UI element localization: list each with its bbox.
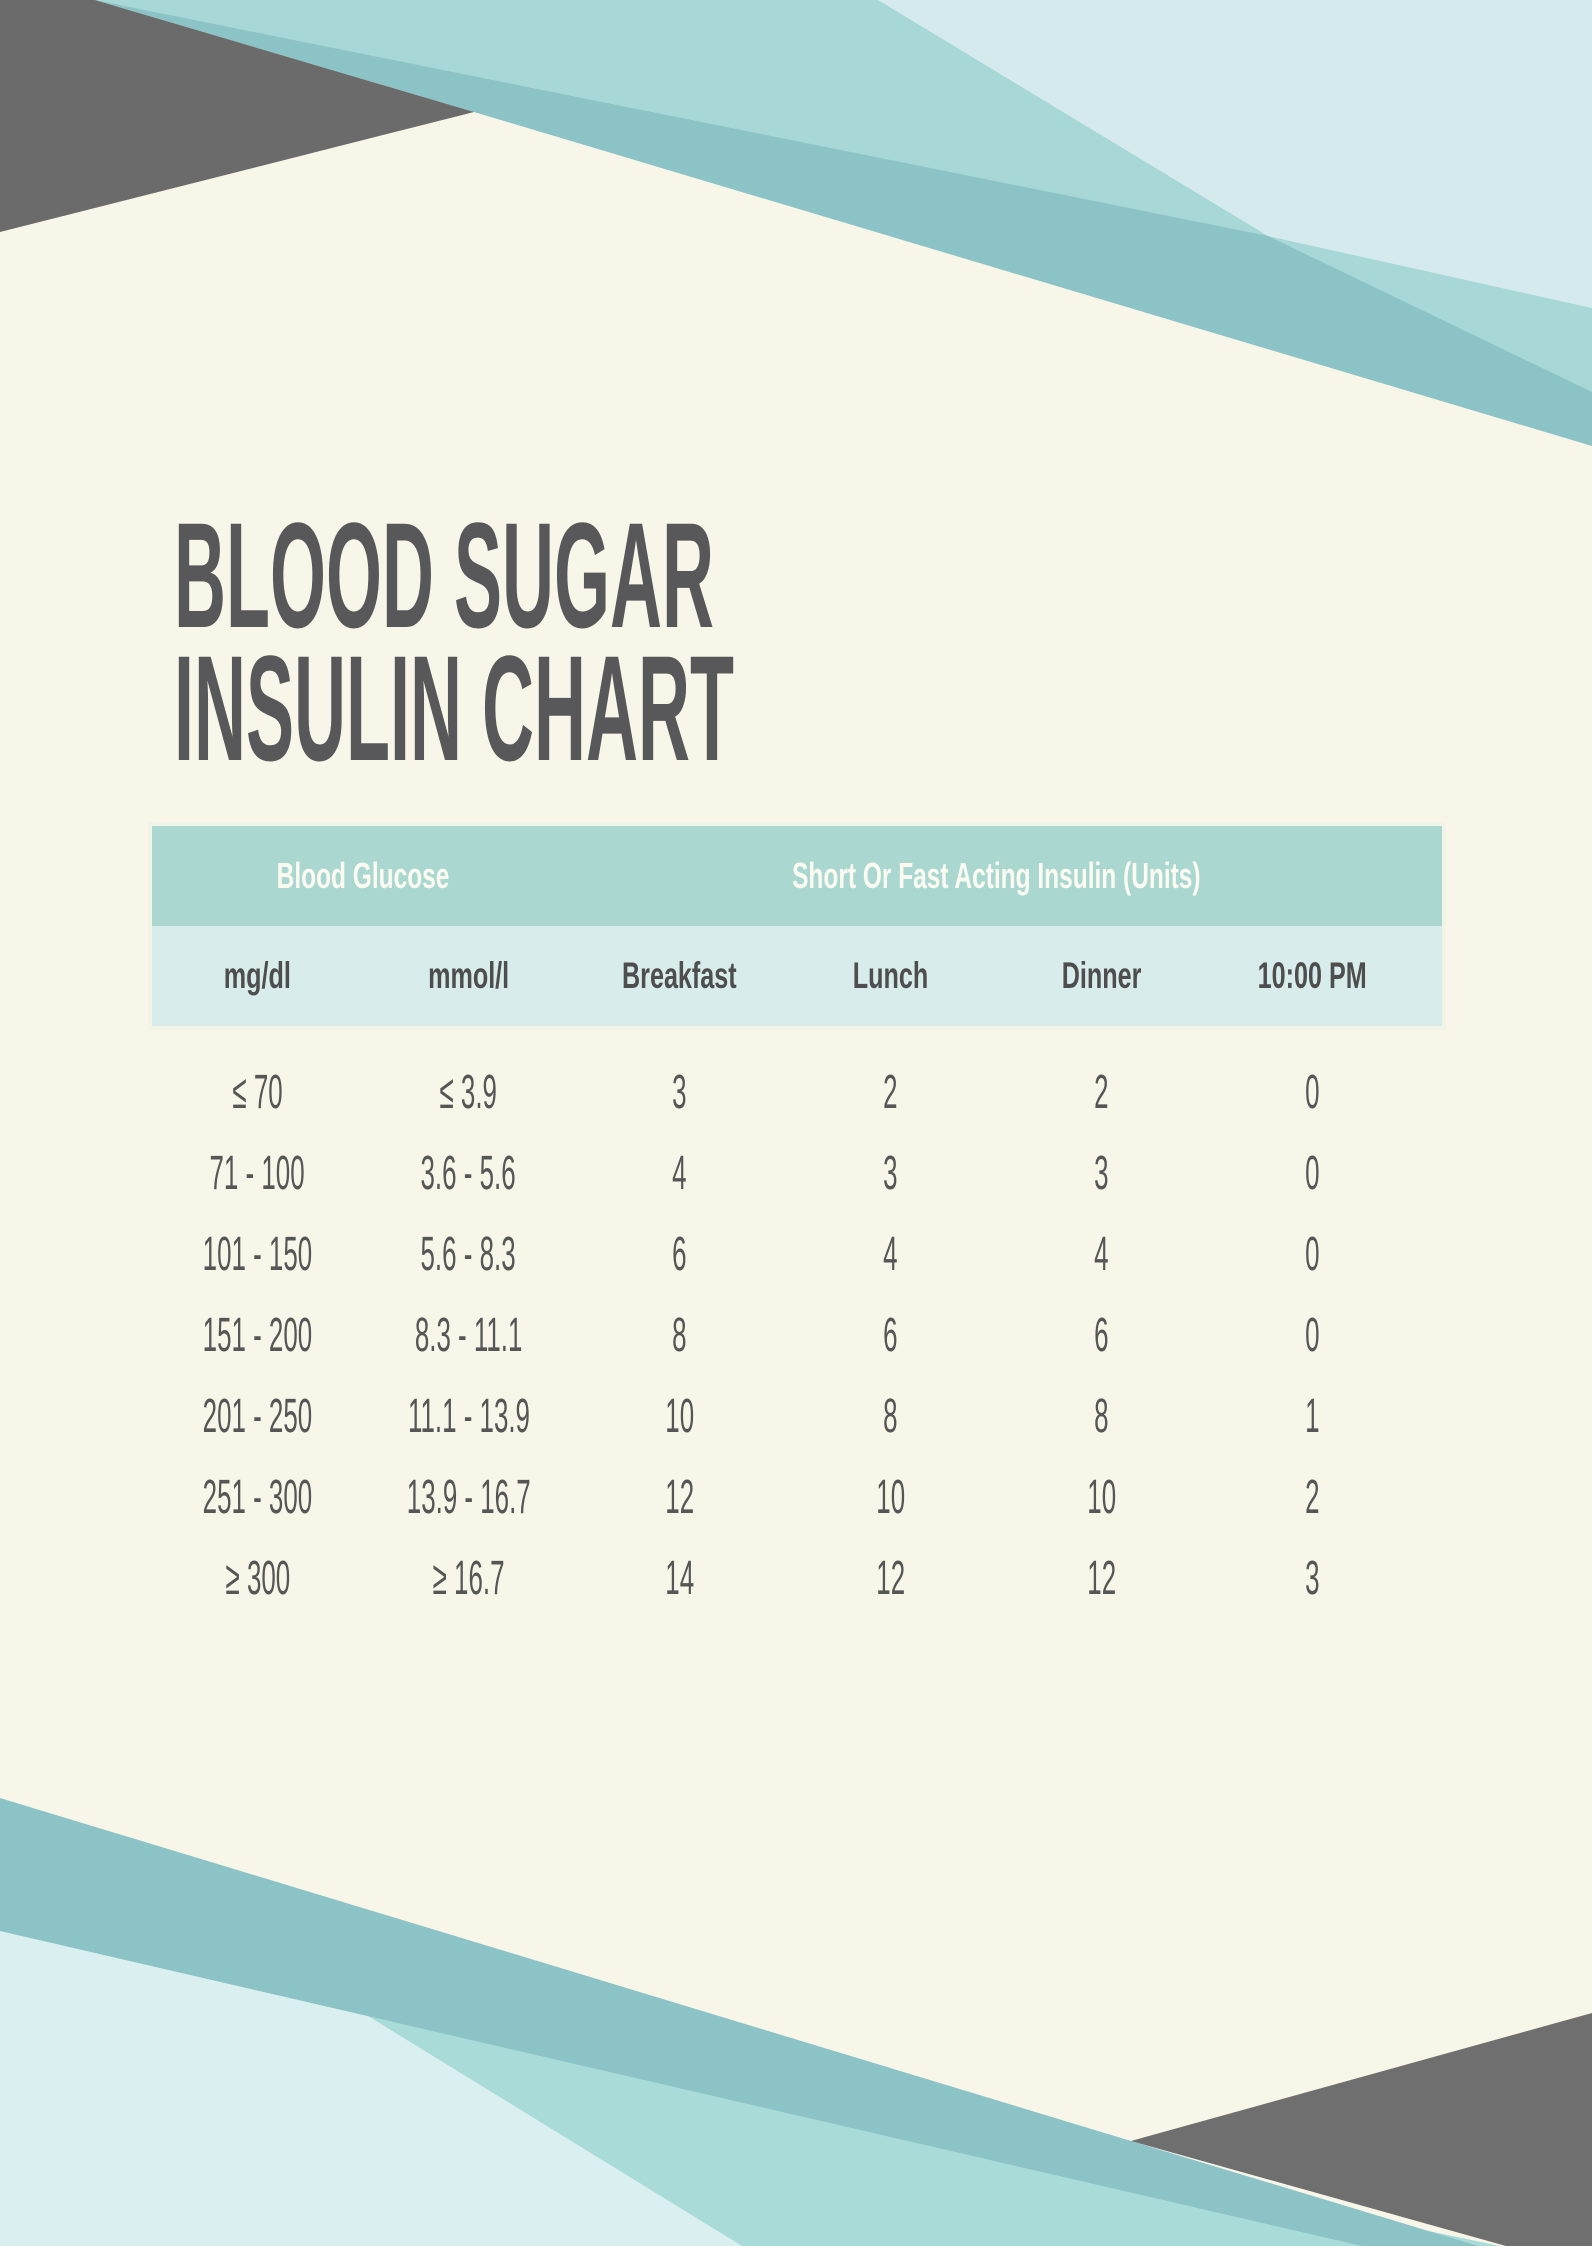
table-cell: 2	[883, 1066, 898, 1119]
column-header-mmoll: mmol/l	[363, 926, 574, 1026]
group-header-insulin-units: Short Or Fast Acting Insulin (Units)	[574, 826, 1418, 926]
table-cell: 3	[672, 1066, 687, 1119]
table-cell: ≥ 300	[225, 1552, 290, 1605]
column-header-label: mg/dl	[223, 955, 292, 996]
top-decoration-graphic	[0, 0, 1592, 446]
column-header-label: Dinner	[1061, 955, 1142, 996]
column-header-label: Breakfast	[622, 955, 737, 996]
table-cell: 0	[1305, 1309, 1320, 1362]
table-column-header-row: mg/dl mmol/l Breakfast Lunch Dinner 10:0…	[152, 926, 1442, 1026]
table-cell: 14	[665, 1552, 694, 1605]
table-cell: 12	[1087, 1552, 1116, 1605]
column-header-label: 10:00 PM	[1257, 955, 1368, 996]
table-cell: 71 - 100	[209, 1147, 306, 1200]
table-row: 151 - 200 8.3 - 11.1 8 6 6 0	[152, 1295, 1442, 1376]
table-group-header-row: Blood Glucose Short Or Fast Acting Insul…	[152, 826, 1442, 926]
table-cell: 2	[1305, 1471, 1320, 1524]
table-cell: 0	[1305, 1066, 1320, 1119]
table-row: ≤ 70 ≤ 3.9 3 2 2 0	[152, 1052, 1442, 1133]
table-cell: 6	[883, 1309, 898, 1362]
table-cell: 10	[876, 1471, 905, 1524]
table-row: 101 - 150 5.6 - 8.3 6 4 4 0	[152, 1214, 1442, 1295]
table-cell: ≥ 16.7	[432, 1552, 505, 1605]
page-title-line2: INSULIN CHART	[174, 623, 734, 792]
table-cell: 10	[665, 1390, 694, 1443]
table-cell: 11.1 - 13.9	[407, 1390, 530, 1443]
table-header: Blood Glucose Short Or Fast Acting Insul…	[148, 822, 1446, 1030]
table-cell: 10	[1087, 1471, 1116, 1524]
table-cell: ≤ 70	[232, 1066, 283, 1119]
table-cell: 0	[1305, 1147, 1320, 1200]
column-header-lunch: Lunch	[785, 926, 996, 1026]
table-cell: 13.9 - 16.7	[406, 1471, 531, 1524]
table-body: ≤ 70 ≤ 3.9 3 2 2 0 71 - 100 3.6 - 5.6 4 …	[152, 1026, 1442, 1619]
table-cell: 0	[1305, 1228, 1320, 1281]
table-cell: 251 - 300	[202, 1471, 313, 1524]
table-cell: 4	[672, 1147, 687, 1200]
table-cell: 2	[1094, 1066, 1109, 1119]
table-row: 71 - 100 3.6 - 5.6 4 3 3 0	[152, 1133, 1442, 1214]
table-cell: 101 - 150	[202, 1228, 313, 1281]
page-title-line1: BLOOD SUGAR	[174, 490, 714, 659]
table-cell: 8.3 - 11.1	[414, 1309, 523, 1362]
table-cell: 6	[672, 1228, 687, 1281]
table-cell: 1	[1305, 1390, 1320, 1443]
column-header-label: mmol/l	[427, 955, 510, 996]
column-header-10pm: 10:00 PM	[1207, 926, 1418, 1026]
bottom-decoration-graphic	[0, 1798, 1592, 2246]
table-cell: 3.6 - 5.6	[420, 1147, 517, 1200]
table-cell: 8	[1094, 1390, 1109, 1443]
table-cell: 4	[883, 1228, 898, 1281]
table-cell: 3	[883, 1147, 898, 1200]
column-header-breakfast: Breakfast	[574, 926, 785, 1026]
table-cell: ≤ 3.9	[439, 1066, 498, 1119]
group-header-blood-glucose: Blood Glucose	[152, 826, 574, 926]
column-header-dinner: Dinner	[996, 926, 1207, 1026]
table-cell: 12	[876, 1552, 905, 1605]
column-header-label: Lunch	[852, 955, 929, 996]
page-title: BLOOD SUGAR INSULIN CHART	[174, 490, 734, 792]
insulin-dose-table: Blood Glucose Short Or Fast Acting Insul…	[148, 822, 1446, 1619]
table-cell: 201 - 250	[202, 1390, 313, 1443]
table-cell: 3	[1094, 1147, 1109, 1200]
table-row: 251 - 300 13.9 - 16.7 12 10 10 2	[152, 1457, 1442, 1538]
group-header-label: Short Or Fast Acting Insulin (Units)	[791, 855, 1201, 896]
table-cell: 4	[1094, 1228, 1109, 1281]
table-cell: 151 - 200	[202, 1309, 313, 1362]
group-header-label: Blood Glucose	[276, 855, 450, 896]
table-row: 201 - 250 11.1 - 13.9 10 8 8 1	[152, 1376, 1442, 1457]
column-header-mgdl: mg/dl	[152, 926, 363, 1026]
table-cell: 8	[672, 1309, 687, 1362]
table-cell: 6	[1094, 1309, 1109, 1362]
table-row: ≥ 300 ≥ 16.7 14 12 12 3	[152, 1538, 1442, 1619]
table-cell: 12	[665, 1471, 694, 1524]
table-cell: 3	[1305, 1552, 1320, 1605]
table-cell: 5.6 - 8.3	[420, 1228, 517, 1281]
table-cell: 8	[883, 1390, 898, 1443]
